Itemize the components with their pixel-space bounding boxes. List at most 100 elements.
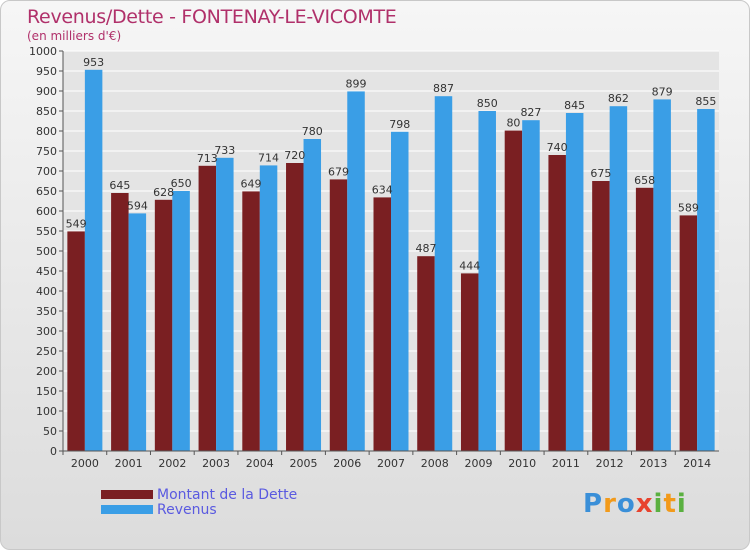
- y-tick-label: 350: [36, 305, 57, 318]
- data-label-revenus: 845: [564, 99, 585, 112]
- y-tick-label: 600: [36, 205, 57, 218]
- y-tick-label: 1000: [29, 45, 57, 58]
- data-label-dette: 713: [197, 152, 218, 165]
- legend-swatch-dette: [101, 490, 153, 499]
- data-label-revenus: 862: [608, 92, 629, 105]
- x-tick-label: 2004: [246, 457, 274, 470]
- x-tick-label: 2012: [596, 457, 624, 470]
- y-tick-label: 200: [36, 365, 57, 378]
- bar-revenus: [434, 96, 453, 451]
- data-label-revenus: 899: [346, 77, 367, 90]
- bar-revenus: [522, 120, 540, 451]
- y-tick-label: 100: [36, 405, 57, 418]
- x-tick-label: 2006: [333, 457, 361, 470]
- legend-swatch-revenus: [101, 505, 153, 514]
- bar-revenus: [259, 165, 278, 451]
- data-label-revenus: 780: [302, 125, 323, 138]
- bar-dette: [67, 231, 85, 451]
- proxiti-logo: Proxiti: [583, 489, 687, 519]
- bar-revenus: [84, 69, 103, 452]
- data-label-dette: 80: [506, 117, 520, 130]
- x-tick-label: 2002: [158, 457, 186, 470]
- bar-revenus: [653, 99, 671, 452]
- bar-revenus: [172, 191, 190, 451]
- logo-letter: t: [663, 489, 677, 519]
- bar-revenus: [347, 91, 365, 452]
- logo-letter: i: [653, 489, 664, 519]
- bar-dette: [635, 187, 654, 452]
- x-tick-label: 2000: [71, 457, 99, 470]
- data-label-dette: 549: [66, 217, 87, 230]
- x-tick-label: 2009: [464, 457, 492, 470]
- data-label-dette: 740: [547, 141, 568, 154]
- logo-letter: i: [676, 489, 687, 519]
- bar-dette: [548, 155, 566, 451]
- data-label-dette: 675: [590, 167, 611, 180]
- data-label-revenus: 850: [477, 97, 498, 110]
- y-tick-label: 500: [36, 245, 57, 258]
- y-tick-label: 0: [50, 445, 57, 458]
- data-label-dette: 444: [459, 259, 480, 272]
- x-tick-label: 2003: [202, 457, 230, 470]
- bar-revenus: [303, 139, 322, 451]
- data-label-revenus: 879: [652, 85, 673, 98]
- x-tick-label: 2013: [639, 457, 667, 470]
- bar-revenus: [478, 111, 496, 451]
- bar-dette: [504, 130, 523, 451]
- y-tick-label: 250: [36, 345, 57, 358]
- y-tick-label: 950: [36, 65, 57, 78]
- data-label-revenus: 650: [171, 177, 192, 190]
- y-tick-label: 900: [36, 85, 57, 98]
- bars: [67, 69, 715, 452]
- bar-dette: [417, 256, 435, 451]
- x-tick-label: 2001: [115, 457, 143, 470]
- data-label-revenus: 953: [83, 56, 104, 69]
- bar-dette: [329, 179, 348, 451]
- x-tick-label: 2008: [421, 457, 449, 470]
- data-label-revenus: 733: [214, 144, 235, 157]
- logo-letter: x: [635, 489, 654, 519]
- bar-dette: [592, 181, 610, 451]
- data-label-dette: 589: [678, 201, 699, 214]
- bar-dette: [460, 273, 479, 451]
- data-label-revenus: 827: [520, 106, 541, 119]
- data-label-dette: 634: [372, 183, 393, 196]
- legend: Montant de la Dette Revenus: [101, 486, 298, 518]
- y-tick-label: 450: [36, 265, 57, 278]
- data-label-dette: 649: [241, 177, 262, 190]
- bar-dette: [154, 199, 173, 451]
- x-tick-label: 2007: [377, 457, 405, 470]
- bar-dette: [286, 163, 304, 451]
- data-label-dette: 658: [634, 174, 655, 187]
- y-tick-label: 800: [36, 125, 57, 138]
- bar-revenus: [565, 113, 584, 451]
- y-tick-label: 300: [36, 325, 57, 338]
- y-tick-label: 550: [36, 225, 57, 238]
- x-tick-label: 2011: [552, 457, 580, 470]
- x-tick-labels: 2000 2001 2002 2003 2004 2005 2006 2007 2008 2009…: [71, 457, 711, 470]
- y-tick-label: 150: [36, 385, 57, 398]
- axes: [59, 50, 719, 455]
- legend-item-revenus: Revenus: [101, 501, 297, 518]
- x-tick-label: 2005: [290, 457, 318, 470]
- bar-dette: [242, 191, 260, 451]
- data-label-revenus: 798: [389, 118, 410, 131]
- y-tick-label: 750: [36, 145, 57, 158]
- legend-item-dette: Montant de la Dette: [101, 486, 298, 503]
- logo-letter: r: [603, 489, 617, 519]
- legend-label-revenus: Revenus: [157, 501, 217, 518]
- x-tick-label: 2014: [683, 457, 711, 470]
- data-label-dette: 487: [415, 242, 436, 255]
- x-tick-label: 2010: [508, 457, 536, 470]
- bar-revenus: [128, 213, 147, 451]
- bar-dette: [679, 215, 698, 451]
- bar-revenus: [391, 131, 409, 452]
- legend-label-dette: Montant de la Dette: [157, 486, 298, 503]
- y-tick-label: 400: [36, 285, 57, 298]
- data-label-dette: 628: [153, 186, 174, 199]
- logo-letter: P: [583, 489, 604, 519]
- y-tick-label: 650: [36, 185, 57, 198]
- chart-title: Revenus/Dette - FONTENAY-LE-VICOMTE: [27, 6, 397, 28]
